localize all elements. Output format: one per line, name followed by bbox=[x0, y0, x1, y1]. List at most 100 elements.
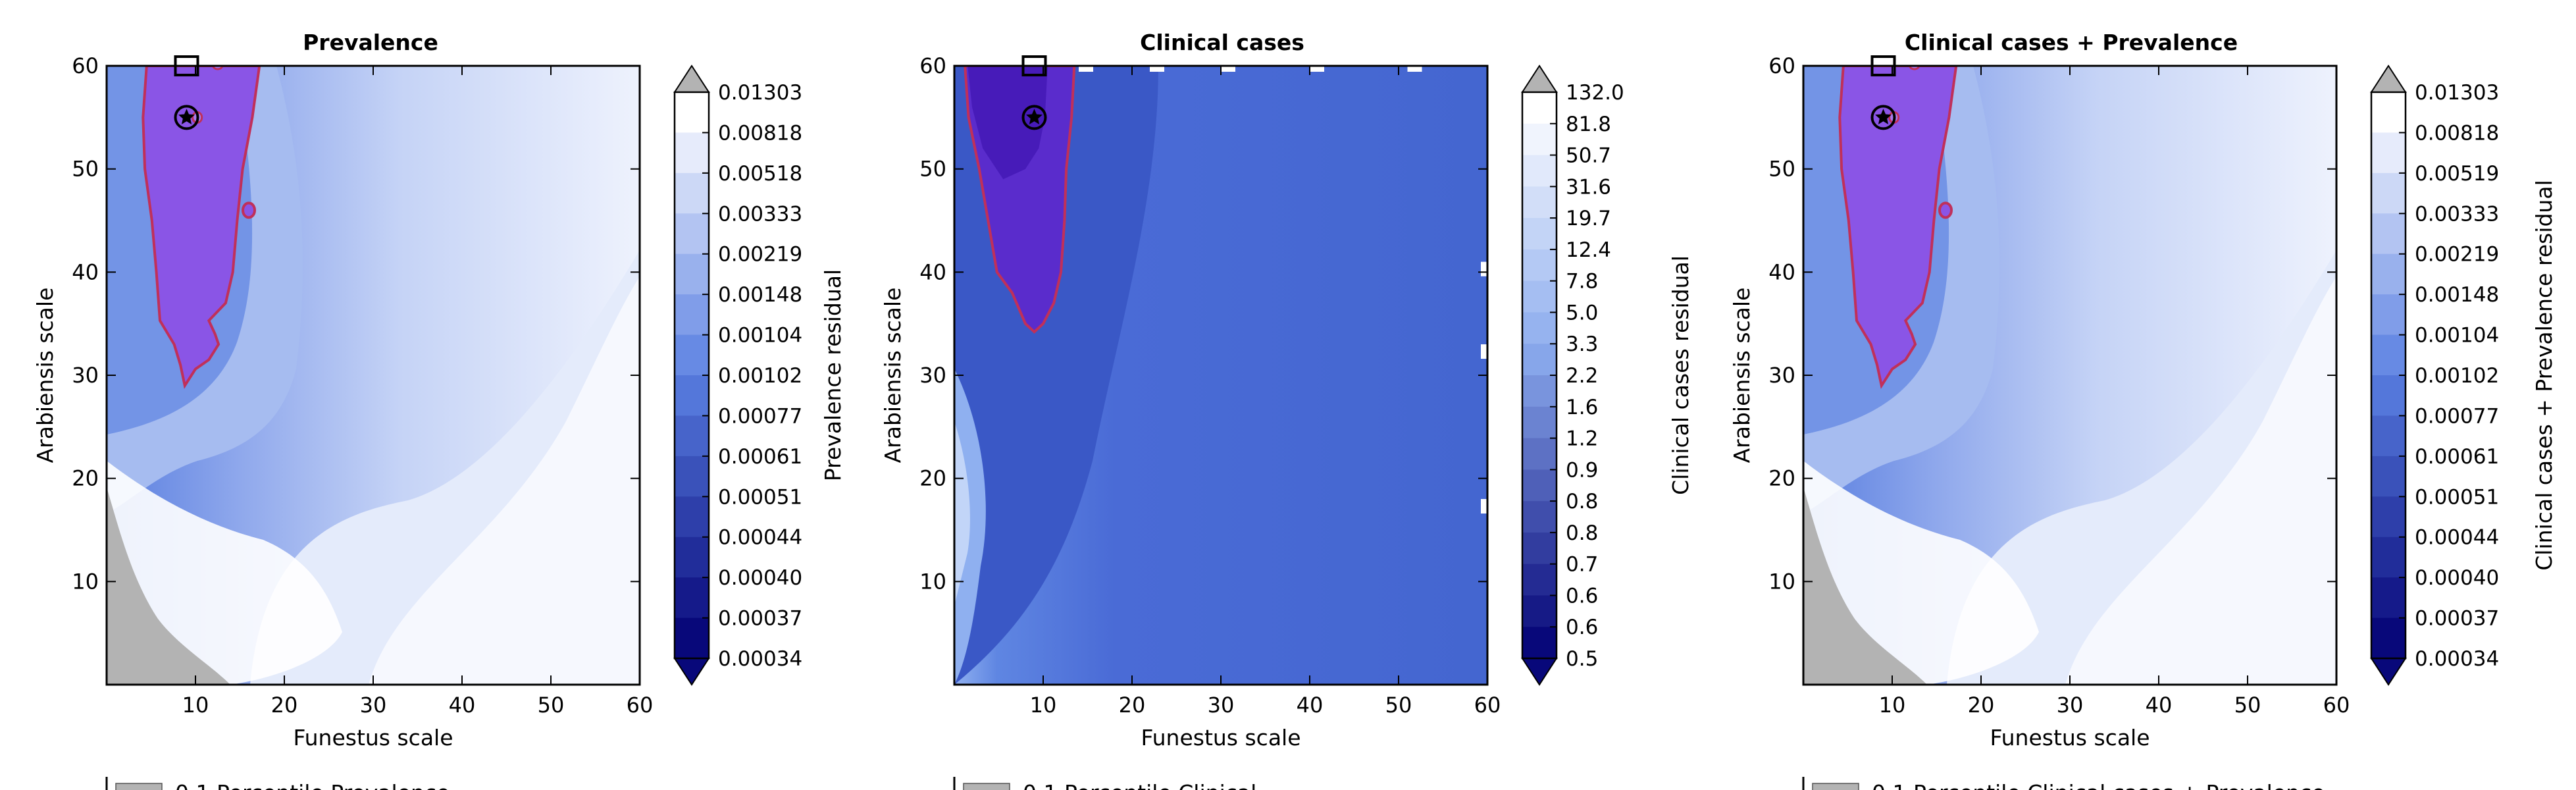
colorbar-label: Clinical cases + Prevalence residual bbox=[2531, 180, 2557, 570]
contour-band-lightest bbox=[954, 421, 970, 606]
colorbar-tick-label: 19.7 bbox=[1566, 207, 1611, 230]
colorbar-swatch bbox=[1522, 564, 1557, 596]
chart-title: Clinical cases + Prevalence bbox=[1905, 30, 2238, 55]
colorbar-tick-label: 81.8 bbox=[1566, 113, 1611, 136]
square-marker-icon bbox=[1870, 55, 1896, 76]
x-axis-label: Funestus scale bbox=[1990, 725, 2150, 750]
colorbar-tick-label: 0.5 bbox=[1566, 647, 1598, 671]
y-axis-label: Arabiensis scale bbox=[32, 288, 58, 463]
y-tick-label: 50 bbox=[919, 157, 946, 182]
colorbar-tick-label: 0.7 bbox=[1566, 553, 1598, 577]
colorbar-swatch bbox=[2371, 334, 2406, 376]
colorbar-tick-label: 0.6 bbox=[1566, 616, 1598, 639]
square-marker-icon bbox=[174, 55, 199, 76]
colorbar-tick-label: 0.00037 bbox=[718, 607, 802, 631]
y-axis-label: Arabiensis scale bbox=[880, 288, 906, 463]
colorbar-tick-label: 7.8 bbox=[1566, 270, 1598, 294]
colorbar-swatch bbox=[2371, 213, 2406, 255]
colorbar-tick-label: 0.00040 bbox=[2415, 566, 2499, 590]
colorbar-tick-label: 0.8 bbox=[1566, 521, 1598, 545]
y-tick-label: 60 bbox=[1768, 53, 1795, 78]
y-tick-label: 10 bbox=[919, 569, 946, 594]
colorbar-swatch bbox=[2371, 253, 2406, 295]
colorbar-tick-label: 3.3 bbox=[1566, 332, 1598, 356]
x-tick-label: 50 bbox=[538, 693, 565, 718]
x-tick-label: 50 bbox=[2234, 693, 2261, 718]
x-tick-label: 20 bbox=[271, 693, 298, 718]
x-tick-label: 60 bbox=[627, 693, 654, 718]
colorbar-tick-label: 0.8 bbox=[1566, 490, 1598, 514]
colorbar-extend-top bbox=[673, 65, 710, 93]
colorbar-tick-label: 12.4 bbox=[1566, 238, 1611, 262]
colorbar-swatch bbox=[1522, 627, 1557, 659]
colorbar: 0.01303 0.00818 0.00519 0.00333 0.00219 0.001… bbox=[2370, 65, 2557, 686]
colorbar-tick-label: 0.00219 bbox=[718, 243, 802, 267]
colorbar-swatch bbox=[1522, 312, 1557, 344]
legend-swatch bbox=[963, 783, 1010, 790]
colorbar-tick-label: 0.00519 bbox=[2415, 162, 2499, 186]
colorbar-tick-label: 0.00148 bbox=[2415, 283, 2499, 307]
colorbar-swatch bbox=[1522, 92, 1557, 124]
y-tick-label: 60 bbox=[919, 53, 946, 78]
colorbar-swatch bbox=[675, 618, 709, 659]
colorbar-tick-label: 0.00051 bbox=[2415, 485, 2499, 509]
colorbar-tick-label: 0.00104 bbox=[2415, 324, 2499, 348]
y-tick-label: 30 bbox=[1768, 363, 1795, 388]
colorbar-label: Clinical cases residual bbox=[1668, 255, 1693, 495]
colorbar-tick-label: 0.00044 bbox=[718, 526, 802, 550]
colorbar-swatch bbox=[675, 92, 709, 134]
colorbar-tick-label: 0.6 bbox=[1566, 584, 1598, 608]
colorbar-extend-bottom bbox=[1521, 658, 1558, 686]
x-tick-label: 30 bbox=[2057, 693, 2084, 718]
x-tick-label: 10 bbox=[1030, 693, 1057, 718]
colorbar-swatch bbox=[1522, 532, 1557, 565]
colorbar-swatch bbox=[1522, 155, 1557, 187]
legend-label: 0.1 Percentile Clinical cases + Prevalen… bbox=[1872, 780, 2325, 790]
colorbar-tick-label: 0.00034 bbox=[718, 647, 802, 671]
x-tick-label: 10 bbox=[182, 693, 209, 718]
x-tick-label: 40 bbox=[449, 693, 476, 718]
y-tick-label: 10 bbox=[1768, 569, 1795, 594]
y-tick-label: 20 bbox=[1768, 466, 1795, 491]
colorbar: 0.01303 0.00818 0.00518 0.00333 0.00219 0.001… bbox=[673, 65, 846, 686]
axes-1: 10 20 30 40 50 60 10 20 30 40 50 60 Funestus scale Ar… bbox=[32, 53, 846, 790]
colorbar-tick-label: 0.00077 bbox=[718, 404, 802, 428]
colorbar-tick-label: 0.00518 bbox=[718, 162, 802, 186]
colorbar-tick-label: 0.00102 bbox=[718, 364, 802, 388]
colorbar-tick-label: 0.00044 bbox=[2415, 526, 2499, 550]
colorbar-swatch bbox=[1522, 438, 1557, 470]
legend-swatch bbox=[115, 783, 163, 790]
x-tick-label: 20 bbox=[1119, 693, 1146, 718]
colorbar-tick-label: 2.2 bbox=[1566, 364, 1598, 388]
y-tick-label: 20 bbox=[919, 466, 946, 491]
region-layer bbox=[1838, 66, 1958, 389]
colorbar-swatch bbox=[675, 456, 709, 497]
colorbar-tick-label: 132.0 bbox=[1566, 81, 1624, 105]
legend: 0.1 Percentile Prevalence bbox=[105, 777, 450, 790]
legend-label: 0.1 Percentile Clinical bbox=[1023, 780, 1256, 790]
colorbar-swatch bbox=[1522, 501, 1557, 533]
edge-notch bbox=[1481, 344, 1487, 359]
axes-2: 10 20 30 40 50 60 10 20 30 40 50 60 Funestus scale Ar… bbox=[880, 53, 1693, 790]
colorbar-tick-label: 0.00077 bbox=[2415, 404, 2499, 428]
colorbar-swatch bbox=[675, 172, 709, 214]
y-tick-label: 40 bbox=[919, 259, 946, 284]
axes-3: 10 20 30 40 50 60 10 20 30 40 50 60 Funestus scale Ar… bbox=[1729, 53, 2557, 790]
x-tick-label: 60 bbox=[2323, 693, 2350, 718]
colorbar-tick-label: 0.00102 bbox=[2415, 364, 2499, 388]
colorbar-swatch bbox=[1522, 406, 1557, 439]
colorbar-tick-label: 1.2 bbox=[1566, 427, 1598, 451]
legend: 0.1 Percentile Clinical cases + Prevalen… bbox=[1802, 777, 2325, 790]
colorbar-swatch bbox=[2371, 92, 2406, 134]
contour-band-light bbox=[954, 369, 986, 685]
best-fit-island bbox=[242, 201, 256, 219]
colorbar-swatch bbox=[675, 132, 709, 174]
edge-notch bbox=[1481, 261, 1487, 276]
colorbar-swatch bbox=[1522, 249, 1557, 282]
percentile-gray-region bbox=[1803, 487, 1927, 685]
x-tick-label: 20 bbox=[1968, 693, 1995, 718]
y-tick-label: 30 bbox=[72, 363, 99, 388]
colorbar-tick-label: 31.6 bbox=[1566, 175, 1611, 199]
colorbar-tick-label: 50.7 bbox=[1566, 144, 1611, 168]
colorbar: 132.0 81.8 50.7 31.6 19.7 12.4 7.8 5.0 3.3 2.2 1.6… bbox=[1521, 65, 1693, 686]
